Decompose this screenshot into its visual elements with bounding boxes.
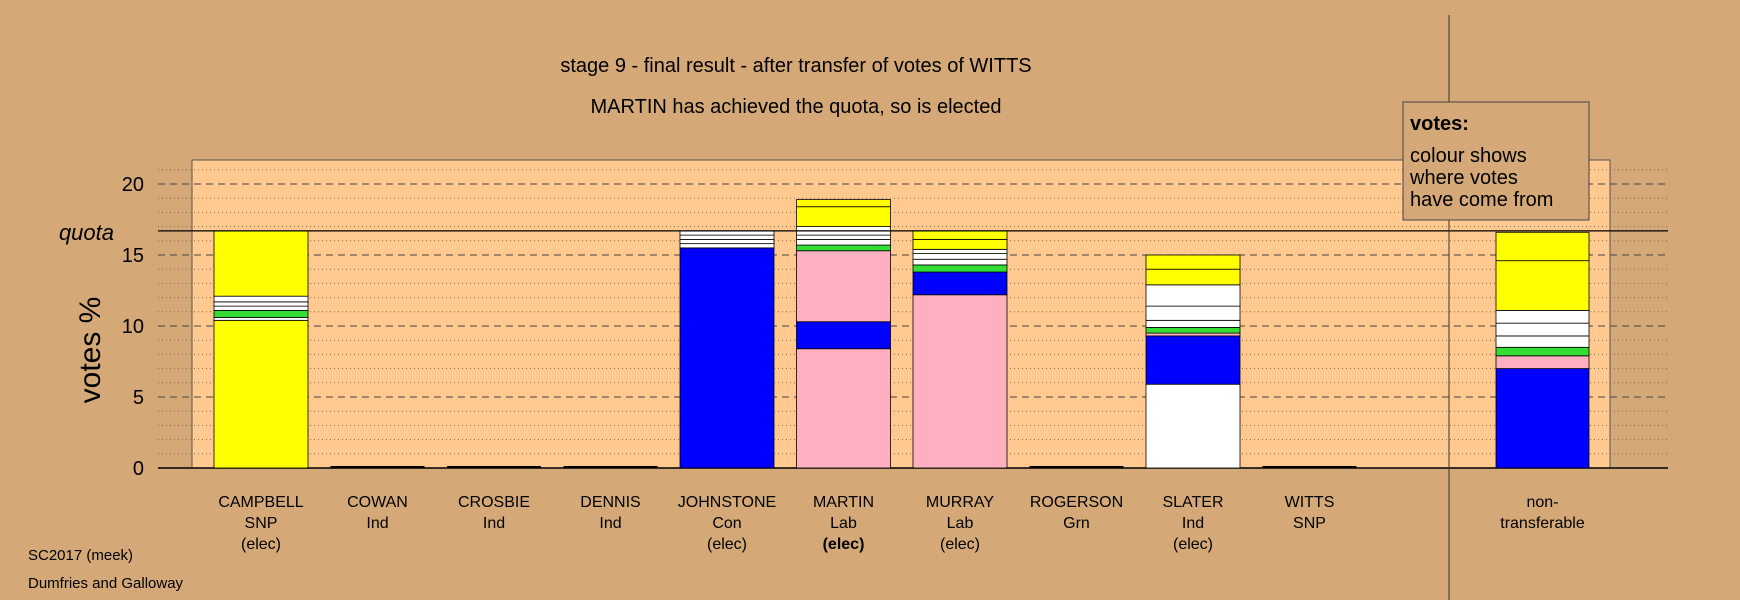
plot-area bbox=[191, 159, 1611, 469]
candidate-status: (elec) bbox=[823, 536, 865, 553]
nontransferable-segment bbox=[1495, 355, 1590, 370]
bar-segment bbox=[912, 238, 1008, 250]
y-tick-label: 20 bbox=[122, 174, 144, 196]
candidate-status: (elec) bbox=[707, 536, 747, 553]
nontransferable-label: transferable bbox=[1500, 515, 1585, 532]
nontransferable-segment bbox=[1495, 322, 1590, 337]
bar-segment bbox=[679, 247, 775, 469]
candidate-name: MURRAY bbox=[926, 494, 994, 511]
bar-segment bbox=[679, 238, 775, 245]
footer-method: SC2017 (meek) bbox=[28, 547, 133, 564]
bar-segment bbox=[213, 309, 309, 318]
bar-segment bbox=[679, 230, 775, 236]
bar-segment bbox=[1145, 268, 1241, 286]
y-axis: 0 5 10 15 20 quota bbox=[59, 174, 144, 480]
bar-segment bbox=[796, 234, 891, 240]
candidate-status: (elec) bbox=[1173, 536, 1213, 553]
bar-segment bbox=[796, 206, 891, 228]
candidate-name: JOHNSTONE bbox=[678, 494, 776, 511]
bar-segment bbox=[679, 243, 775, 249]
bar-segment bbox=[1145, 383, 1241, 469]
bar-segment bbox=[796, 244, 891, 252]
legend-line-3: have come from bbox=[1410, 189, 1553, 211]
chart-subtitle: MARTIN has achieved the quota, so is ele… bbox=[591, 96, 1002, 118]
nontransferable-segment bbox=[1495, 368, 1590, 469]
bar-segment bbox=[912, 230, 1008, 240]
bar-segment bbox=[796, 226, 891, 232]
bar-segment bbox=[796, 238, 891, 246]
bar-segment bbox=[912, 271, 1008, 296]
y-tick-label: 15 bbox=[122, 245, 144, 267]
candidate-name: DENNIS bbox=[580, 494, 640, 511]
y-tick-label: 10 bbox=[122, 316, 144, 338]
bar-segment bbox=[1145, 332, 1241, 337]
candidate-party: Lab bbox=[830, 515, 857, 532]
y-tick-label: 5 bbox=[133, 387, 144, 409]
bar-segment bbox=[912, 294, 1008, 469]
bar-segment bbox=[213, 301, 309, 307]
quota-label: quota bbox=[59, 220, 114, 245]
legend-box: votes: colour shows where votes have com… bbox=[1402, 101, 1590, 221]
candidate-party: Lab bbox=[947, 515, 974, 532]
candidate-name: CAMPBELL bbox=[218, 494, 303, 511]
candidate-name: ROGERSON bbox=[1030, 494, 1123, 511]
bar-segment bbox=[912, 253, 1008, 260]
candidate-party: Con bbox=[712, 515, 741, 532]
bar-segment bbox=[1145, 335, 1241, 385]
bar-segment bbox=[1145, 284, 1241, 307]
bar-segment bbox=[912, 248, 1008, 254]
bar-segment bbox=[213, 230, 309, 297]
bar-segment bbox=[213, 319, 309, 469]
bar-segment bbox=[1145, 327, 1241, 334]
bars bbox=[158, 199, 1668, 469]
candidate-name: WITTS bbox=[1285, 494, 1335, 511]
x-axis-labels: CAMPBELL SNP (elec) COWAN Ind CROSBIE Ind DENNI… bbox=[218, 494, 1585, 553]
bar-segment bbox=[1145, 254, 1241, 270]
nontransferable-segment bbox=[1495, 260, 1590, 311]
candidate-status: (elec) bbox=[940, 536, 980, 553]
bar-segment bbox=[796, 199, 891, 208]
y-axis-label: votes % bbox=[74, 297, 107, 404]
candidate-party: Grn bbox=[1063, 515, 1090, 532]
candidate-status: (elec) bbox=[241, 536, 281, 553]
candidate-name: MARTIN bbox=[813, 494, 874, 511]
candidate-party: Ind bbox=[1182, 515, 1204, 532]
bar-segment bbox=[679, 234, 775, 240]
candidate-party: Ind bbox=[483, 515, 505, 532]
bar-segment bbox=[213, 295, 309, 303]
bar-segment bbox=[796, 230, 891, 236]
bar-segment bbox=[796, 250, 891, 323]
bar-segment bbox=[912, 258, 1008, 266]
bar-segment bbox=[796, 348, 891, 469]
bar-segment bbox=[1145, 305, 1241, 321]
footer-region: Dumfries and Galloway bbox=[28, 575, 184, 592]
legend-line-2: where votes bbox=[1409, 167, 1518, 189]
legend-line-1: colour shows bbox=[1410, 145, 1527, 167]
candidate-name: SLATER bbox=[1162, 494, 1223, 511]
y-tick-label: 0 bbox=[133, 458, 144, 480]
candidate-name: COWAN bbox=[347, 494, 408, 511]
bar-segment bbox=[912, 264, 1008, 273]
nontransferable-segment bbox=[1495, 346, 1590, 357]
nontransferable-label: non- bbox=[1526, 494, 1558, 511]
nontransferable-segment bbox=[1495, 335, 1590, 348]
bar-segment bbox=[213, 317, 309, 321]
candidate-party: Ind bbox=[366, 515, 388, 532]
bar-segment bbox=[213, 305, 309, 311]
candidate-name: CROSBIE bbox=[458, 494, 530, 511]
bar-segment bbox=[796, 321, 891, 350]
chart-title: stage 9 - final result - after transfer … bbox=[560, 55, 1031, 77]
nontransferable-segment bbox=[1495, 309, 1590, 324]
candidate-party: Ind bbox=[599, 515, 621, 532]
legend-heading: votes: bbox=[1410, 113, 1469, 135]
legend-frame bbox=[1402, 101, 1590, 221]
candidate-party: SNP bbox=[245, 515, 278, 532]
bar-segment bbox=[1145, 319, 1241, 328]
candidate-party: SNP bbox=[1293, 515, 1326, 532]
nontransferable-segment bbox=[1495, 231, 1590, 262]
